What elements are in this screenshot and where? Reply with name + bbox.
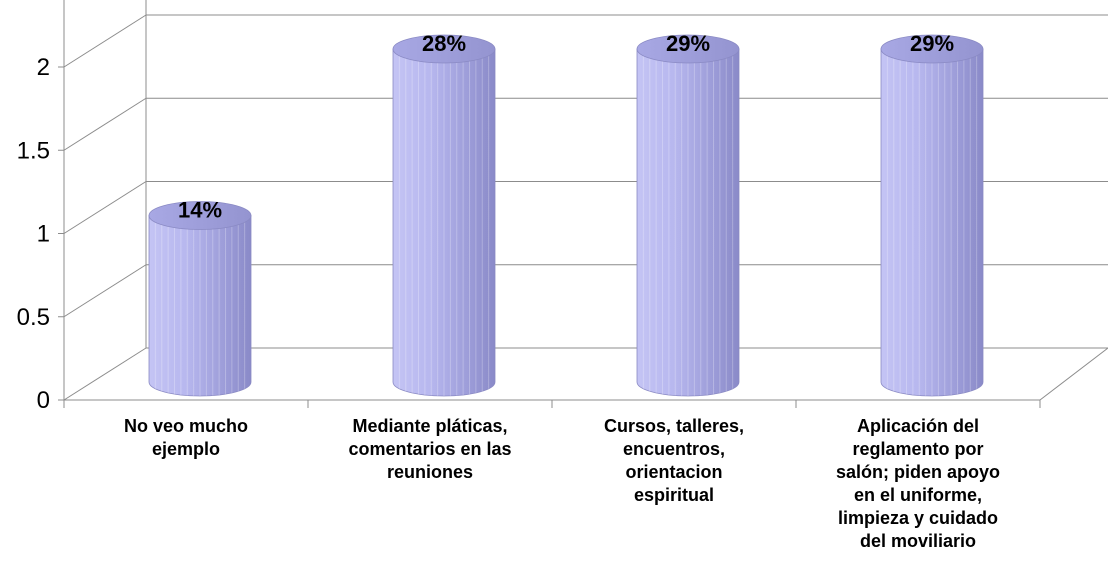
x-category-label-line: ejemplo [152,439,220,459]
bar-body [148,215,252,397]
x-category-label: Cursos, talleres, encuentros, orientacion e… [604,416,744,505]
x-category-label-line: limpieza y cuidado [838,508,998,528]
x-category-label-line: espiritual [634,485,714,505]
bar [392,34,496,397]
bar-top [392,34,496,64]
x-category-label-line: en el uniforme, [854,485,982,505]
x-category-label-line: encuentros, [623,439,725,459]
data-label: 29% [910,31,954,56]
bar-top [148,201,252,230]
grid-depth-line [63,14,147,68]
x-category-label-line: del moviliario [860,531,976,551]
bar [636,34,740,397]
x-category-label: No veo mucho ejemplo [124,416,248,459]
y-tick-label: 2 [37,54,50,81]
x-category-label-line: Mediante pláticas, [352,416,507,436]
grid-depth-line [63,181,147,234]
grid-depth-line [63,347,147,401]
x-category-label-line: comentarios en las [348,439,511,459]
x-category-label-line: reuniones [387,462,473,482]
x-category-label-line: Aplicación del [857,416,979,436]
x-category-label: Aplicación del reglamento por salón; piden… [836,416,1000,551]
chart-bars [148,34,984,397]
bar-body [392,48,496,397]
grid-depth-line [63,97,147,151]
y-tick-label: 0.5 [17,304,50,331]
bar [880,34,984,397]
x-category-label-line: Cursos, talleres, [604,416,744,436]
grid-depth-line [63,264,147,318]
data-label: 14% [178,198,222,223]
y-tick-label: 1.5 [17,137,50,164]
data-label: 28% [422,31,466,56]
data-label: 29% [666,31,710,56]
y-tick-label: 1 [37,221,50,248]
bar-body [880,48,984,397]
x-category-label-line: salón; piden apoyo [836,462,1000,482]
x-category-label-line: No veo mucho [124,416,248,436]
x-category-label-line: orientacion [625,462,722,482]
x-category-label: Mediante pláticas, comentarios en las reun… [348,416,511,482]
y-tick-label: 0 [37,387,50,414]
bar-body [636,48,740,397]
bar-top [880,34,984,64]
bar-top [636,34,740,64]
chart-labels: 0 0.5 1 1.5 2 14% 28% 29% 29% No veo mucho ejemplo… [17,31,1000,551]
bar [148,201,252,397]
x-category-label-line: reglamento por [852,439,983,459]
floor-right-edge [1039,347,1108,401]
